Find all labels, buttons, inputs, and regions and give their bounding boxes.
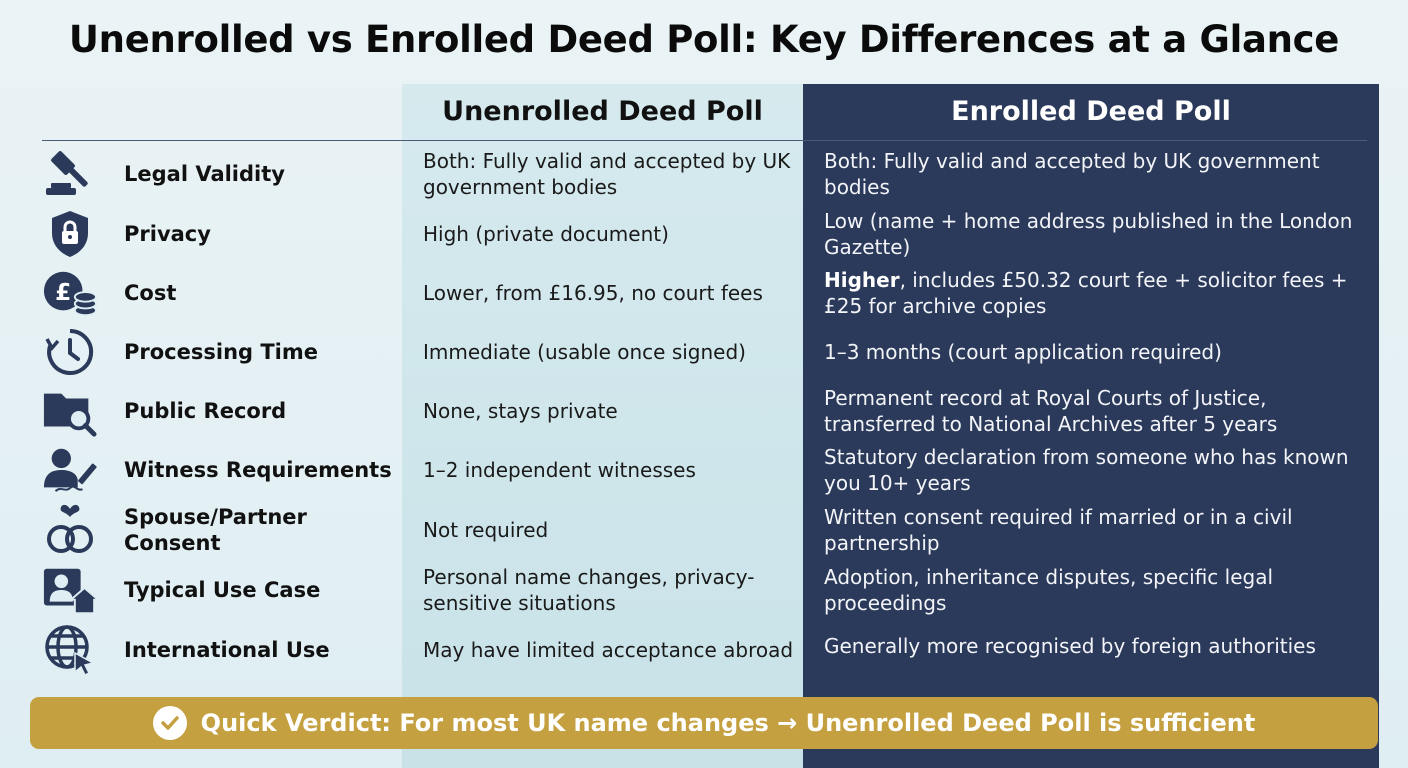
unenrolled-cell: Immediate (usable once signed) [423, 340, 746, 364]
unenrolled-column-header: Unenrolled Deed Poll [442, 96, 763, 127]
enrolled-cost-emphasis: Higher [824, 268, 900, 292]
row-label: Witness Requirements [124, 458, 392, 482]
rings-icon [42, 502, 98, 558]
unenrolled-cell: Not required [423, 518, 549, 542]
header-divider [42, 140, 1367, 141]
row-label: Spouse/Partner Consent [124, 505, 307, 555]
enrolled-column-header: Enrolled Deed Poll [951, 96, 1231, 127]
enrolled-column-bg [803, 84, 1379, 768]
quick-verdict-banner: Quick Verdict: For most UK name changes … [30, 697, 1378, 749]
unenrolled-cell: May have limited acceptance abroad [423, 638, 794, 662]
verdict-text: Quick Verdict: For most UK name changes … [200, 709, 1256, 737]
table-row-typical-use-case: Typical Use Case Personal name changes, … [0, 562, 1408, 618]
globe-cursor-icon [42, 622, 98, 678]
table-row-privacy: Privacy High (private document) Low (nam… [0, 206, 1408, 262]
shield-lock-icon [42, 206, 98, 262]
unenrolled-cell: Both: Fully valid and accepted by UK gov… [423, 149, 791, 199]
table-row-spouse-consent: Spouse/Partner Consent Not required Writ… [0, 502, 1408, 558]
enrolled-cell: Written consent required if married or i… [824, 505, 1293, 555]
gavel-icon [42, 146, 98, 202]
unenrolled-cell: High (private document) [423, 222, 669, 246]
row-label: Processing Time [124, 340, 319, 364]
row-label: Legal Validity [124, 162, 285, 186]
enrolled-cell: Adoption, inheritance disputes, specific… [824, 565, 1274, 615]
enrolled-cell: Statutory declaration from someone who h… [824, 445, 1349, 495]
row-label: Privacy [124, 222, 211, 246]
svg-text:£: £ [55, 279, 71, 306]
clock-icon [42, 324, 98, 380]
table-row-cost: £ Cost Lower, from £16.95, no court fees… [0, 265, 1408, 321]
row-label: Public Record [124, 399, 287, 423]
table-row-witness-requirements: Witness Requirements 1–2 independent wit… [0, 442, 1408, 498]
row-label: International Use [124, 638, 330, 662]
enrolled-cell: 1–3 months (court application required) [824, 340, 1222, 364]
table-row-public-record: Public Record None, stays private Perman… [0, 383, 1408, 439]
person-home-icon [42, 562, 98, 618]
row-label: Typical Use Case [124, 578, 321, 602]
enrolled-cell: Both: Fully valid and accepted by UK gov… [824, 149, 1320, 199]
unenrolled-cell: Lower, from £16.95, no court fees [423, 281, 763, 305]
pound-coins-icon: £ [42, 265, 98, 321]
check-circle-icon [152, 706, 187, 740]
enrolled-cell: Low (name + home address published in th… [824, 209, 1353, 259]
table-row-international-use: International Use May have limited accep… [0, 622, 1408, 678]
row-label: Cost [124, 281, 177, 305]
table-row-legal-validity: Legal Validity Both: Fully valid and acc… [0, 146, 1408, 202]
enrolled-cell: Higher, includes £50.32 court fee + soli… [824, 268, 1348, 318]
table-row-processing-time: Processing Time Immediate (usable once s… [0, 324, 1408, 380]
unenrolled-column-bg [402, 84, 803, 768]
witness-sign-icon [42, 442, 98, 498]
page-title: Unenrolled vs Enrolled Deed Poll: Key Di… [68, 18, 1340, 61]
unenrolled-cell: None, stays private [423, 399, 618, 423]
enrolled-cell: Generally more recognised by foreign aut… [824, 634, 1316, 658]
enrolled-cell: Permanent record at Royal Courts of Just… [824, 386, 1278, 436]
folder-search-icon [42, 383, 98, 439]
unenrolled-cell: Personal name changes, privacy-sensitive… [423, 565, 755, 615]
unenrolled-cell: 1–2 independent witnesses [423, 458, 696, 482]
